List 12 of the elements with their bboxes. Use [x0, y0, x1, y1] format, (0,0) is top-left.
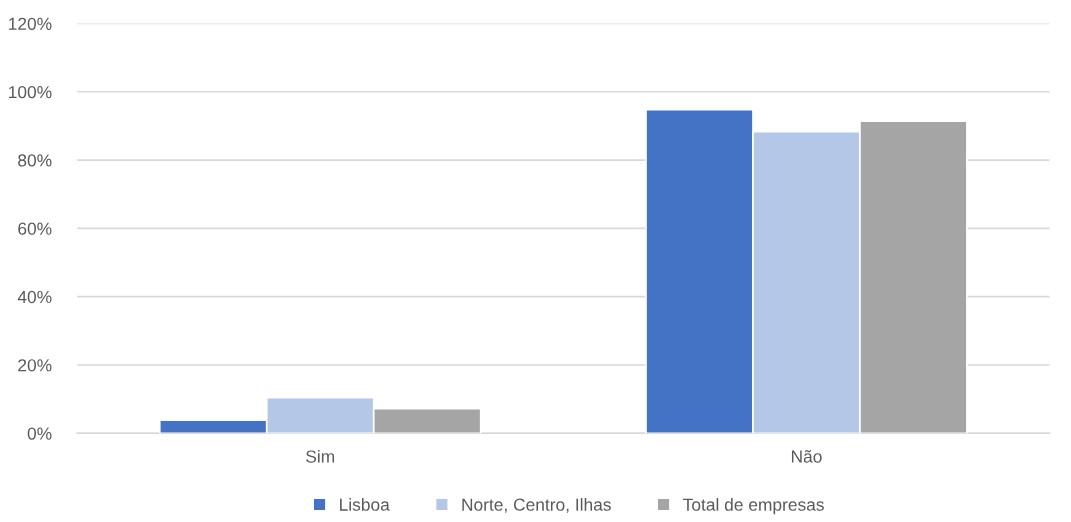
y-tick-label: 100%	[9, 85, 52, 99]
y-tick-label: 120%	[9, 17, 52, 30]
y-tick-label: 20%	[18, 359, 52, 372]
legend-label: Total de empresas	[683, 498, 824, 515]
legend-label: Lisboa	[340, 498, 390, 511]
y-tick-label: 80%	[18, 154, 52, 167]
legend-label: Norte, Centro, Ilhas	[462, 498, 611, 513]
x-tick-label: Não	[791, 450, 822, 463]
y-tick-label: 60%	[18, 222, 52, 235]
x-tick-label: Sim	[306, 449, 335, 463]
y-tick-label: 0%	[27, 427, 52, 440]
y-tick-label: 40%	[17, 290, 52, 304]
